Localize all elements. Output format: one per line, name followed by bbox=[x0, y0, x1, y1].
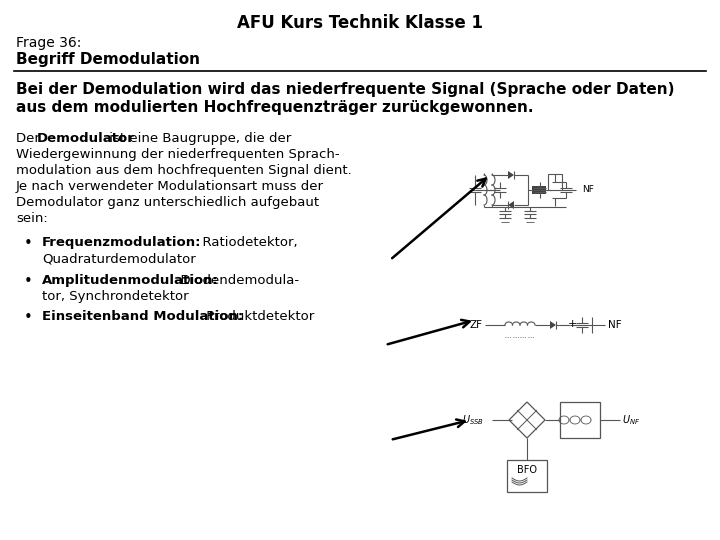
Text: ZF: ZF bbox=[470, 320, 483, 330]
Text: $U_{SSB}$: $U_{SSB}$ bbox=[462, 413, 484, 427]
Text: aus dem modulierten Hochfrequenzträger zurückgewonnen.: aus dem modulierten Hochfrequenzträger z… bbox=[16, 100, 534, 115]
Text: Demodulator: Demodulator bbox=[37, 132, 135, 145]
Text: •: • bbox=[24, 274, 32, 289]
Polygon shape bbox=[508, 171, 514, 179]
Text: AFU Kurs Technik Klasse 1: AFU Kurs Technik Klasse 1 bbox=[237, 14, 483, 32]
Text: Frage 36:: Frage 36: bbox=[16, 36, 81, 50]
Text: Einseitenband Modulation:: Einseitenband Modulation: bbox=[42, 310, 243, 323]
Text: Ratiodetektor,: Ratiodetektor, bbox=[160, 236, 297, 249]
Text: Quadraturdemodulator: Quadraturdemodulator bbox=[42, 252, 196, 265]
Text: sein:: sein: bbox=[16, 212, 48, 225]
Text: BFO: BFO bbox=[517, 465, 537, 475]
Text: Wiedergewinnung der niederfrequenten Sprach-: Wiedergewinnung der niederfrequenten Spr… bbox=[16, 148, 340, 161]
Bar bbox=[532, 186, 546, 194]
Text: tor, Synchrondetektor: tor, Synchrondetektor bbox=[42, 290, 189, 303]
Text: Frequenzmodulation:: Frequenzmodulation: bbox=[42, 236, 202, 249]
Text: modulation aus dem hochfrequenten Signal dient.: modulation aus dem hochfrequenten Signal… bbox=[16, 164, 352, 177]
Text: NF: NF bbox=[582, 186, 594, 194]
Text: Begriff Demodulation: Begriff Demodulation bbox=[16, 52, 200, 67]
Text: Demodulator ganz unterschiedlich aufgebaut: Demodulator ganz unterschiedlich aufgeba… bbox=[16, 196, 319, 209]
Text: Bei der Demodulation wird das niederfrequente Signal (Sprache oder Daten): Bei der Demodulation wird das niederfreq… bbox=[16, 82, 675, 97]
Text: •: • bbox=[24, 310, 32, 325]
Text: ist eine Baugruppe, die der: ist eine Baugruppe, die der bbox=[105, 132, 292, 145]
Text: $U_{NF}$: $U_{NF}$ bbox=[622, 413, 640, 427]
Text: NF: NF bbox=[608, 320, 621, 330]
Text: +: + bbox=[567, 319, 577, 329]
Text: Der: Der bbox=[16, 132, 44, 145]
Text: Amplitudenmodulation:: Amplitudenmodulation: bbox=[42, 274, 219, 287]
Polygon shape bbox=[550, 321, 556, 329]
Bar bbox=[548, 174, 562, 190]
Text: Je nach verwendeter Modulationsart muss der: Je nach verwendeter Modulationsart muss … bbox=[16, 180, 324, 193]
Text: •: • bbox=[24, 236, 32, 251]
Text: Produktdetektor: Produktdetektor bbox=[202, 310, 314, 323]
Bar bbox=[507, 460, 547, 492]
Bar bbox=[560, 402, 600, 438]
Text: Diodendemodula-: Diodendemodula- bbox=[172, 274, 300, 287]
Polygon shape bbox=[508, 201, 514, 209]
